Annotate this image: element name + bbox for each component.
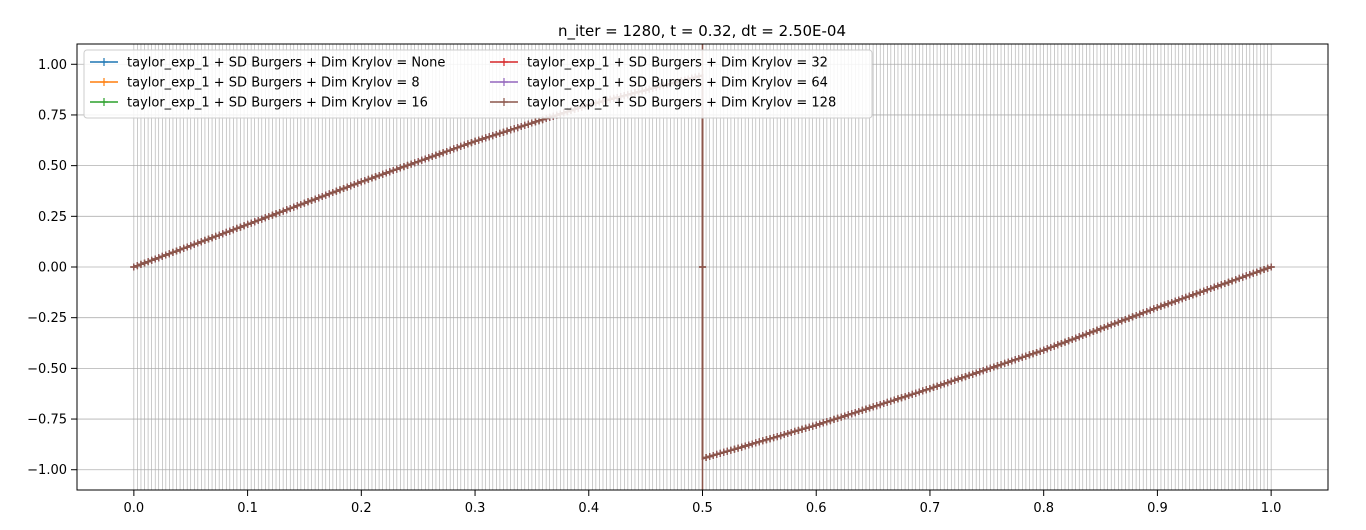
x-tick-label: 0.3 [465,501,486,516]
x-tick-label: 1.0 [1261,501,1282,516]
x-tick-label: 0.0 [124,501,145,516]
y-tick-label: 0.75 [38,108,67,123]
y-tick-label: 0.50 [38,159,67,174]
chart-title: n_iter = 1280, t = 0.32, dt = 2.50E-04 [558,22,846,41]
legend-label: taylor_exp_1 + SD Burgers + Dim Krylov =… [127,76,420,91]
x-tick-label: 0.5 [692,501,713,516]
legend-item: taylor_exp_1 + SD Burgers + Dim Krylov =… [90,76,420,91]
legend-marker [500,58,508,66]
legend-label: taylor_exp_1 + SD Burgers + Dim Krylov =… [127,96,428,111]
legend-item: taylor_exp_1 + SD Burgers + Dim Krylov =… [490,96,836,111]
legend-label: taylor_exp_1 + SD Burgers + Dim Krylov =… [127,56,445,71]
legend-label: taylor_exp_1 + SD Burgers + Dim Krylov =… [527,56,828,71]
x-axis: 0.0 0.1 0.2 0.3 0.4 0.5 0.6 0.7 0.8 0.9 1.0 [124,490,1282,516]
legend-item: taylor_exp_1 + SD Burgers + Dim Krylov =… [490,56,828,71]
legend: taylor_exp_1 + SD Burgers + Dim Krylov =… [83,49,873,119]
legend-label: taylor_exp_1 + SD Burgers + Dim Krylov =… [527,76,828,91]
x-tick-label: 0.7 [920,501,941,516]
legend-marker [100,78,108,86]
y-tick-label: −0.25 [27,311,67,326]
x-tick-label: 0.1 [237,501,258,516]
x-tick-label: 0.2 [351,501,372,516]
legend-item: taylor_exp_1 + SD Burgers + Dim Krylov =… [90,56,445,71]
y-tick-label: 0.00 [38,261,67,276]
legend-marker [500,78,508,86]
y-tick-label: 0.25 [38,210,67,225]
legend-label: taylor_exp_1 + SD Burgers + Dim Krylov =… [527,96,836,111]
legend-item: taylor_exp_1 + SD Burgers + Dim Krylov =… [490,76,828,91]
y-tick-label: −0.50 [27,362,67,377]
legend-item: taylor_exp_1 + SD Burgers + Dim Krylov =… [90,96,428,111]
y-axis: 1.00 0.75 0.50 0.25 0.00 −0.25 −0.50 −0.75 −1.00 [27,58,77,478]
x-tick-label: 0.8 [1033,501,1054,516]
legend-marker [100,58,108,66]
y-tick-label: −1.00 [27,463,67,478]
y-tick-label: 1.00 [38,58,67,73]
legend-marker [500,98,508,106]
x-tick-label: 0.4 [578,501,599,516]
y-tick-label: −0.75 [27,413,67,428]
x-tick-label: 0.6 [806,501,827,516]
x-tick-label: 0.9 [1147,501,1168,516]
legend-marker [100,98,108,106]
legend-box [83,49,873,119]
